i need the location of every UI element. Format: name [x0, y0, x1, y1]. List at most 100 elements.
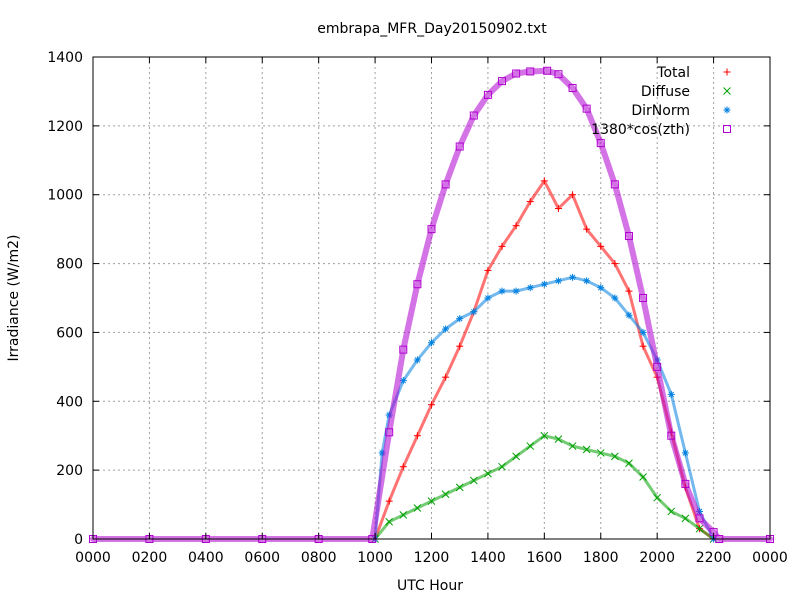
x-tick-label: 0200	[132, 550, 168, 566]
series-trace	[90, 67, 773, 542]
data-point	[455, 483, 464, 492]
legend-label: 1380*cos(zth)	[591, 122, 690, 138]
data-point	[554, 204, 562, 212]
data-point	[428, 339, 435, 347]
y-tick-label: 600	[56, 325, 83, 341]
data-point	[554, 277, 562, 285]
data-point	[470, 308, 478, 316]
data-point	[568, 442, 577, 450]
data-point	[526, 67, 535, 76]
data-point	[625, 311, 633, 319]
data-point	[625, 287, 633, 295]
data-point	[427, 497, 436, 505]
y-tick-label: 800	[56, 257, 83, 273]
data-point	[498, 287, 506, 295]
series-2	[371, 431, 718, 543]
data-point	[385, 517, 394, 526]
data-point	[484, 266, 492, 274]
data-point	[543, 66, 552, 75]
x-tick-label: 0000	[75, 550, 111, 566]
data-point	[442, 373, 450, 381]
data-point	[399, 463, 407, 471]
legend-label: DirNorm	[631, 103, 690, 119]
data-point	[554, 70, 563, 79]
data-point	[469, 111, 478, 120]
data-point	[639, 328, 647, 336]
data-point	[639, 294, 648, 302]
data-point	[413, 432, 421, 440]
data-point	[596, 449, 605, 457]
data-point	[484, 469, 492, 478]
data-point	[512, 222, 520, 230]
data-point	[568, 83, 577, 92]
data-point	[695, 524, 704, 533]
data-point	[610, 180, 619, 189]
data-point	[583, 277, 591, 285]
data-point	[611, 294, 619, 302]
data-point	[667, 507, 676, 516]
legend-marker	[723, 87, 731, 95]
data-point	[639, 342, 647, 350]
data-point	[540, 177, 548, 185]
data-point	[441, 180, 450, 189]
x-tick-label: 1800	[583, 550, 619, 566]
data-point	[639, 473, 647, 481]
data-point	[681, 479, 690, 488]
data-point	[611, 260, 619, 268]
data-point	[385, 497, 393, 505]
data-point	[526, 442, 535, 450]
data-point	[413, 504, 422, 512]
legend-marker	[723, 106, 731, 114]
x-tick-label: 0800	[301, 550, 337, 566]
data-point	[667, 431, 676, 440]
data-point	[399, 345, 408, 354]
x-tick-label: 0600	[244, 550, 280, 566]
data-point	[597, 284, 605, 292]
x-tick-label: 1600	[527, 550, 563, 566]
data-point	[596, 139, 605, 148]
data-point	[441, 490, 450, 499]
series-4	[89, 66, 774, 543]
data-point	[653, 362, 662, 371]
data-point	[512, 452, 520, 461]
data-point	[540, 280, 548, 288]
data-point	[569, 273, 577, 281]
x-tick-label: 0000	[752, 550, 788, 566]
data-point	[456, 342, 464, 350]
legend: Total Diffuse DirNorm 1380*cos(zth)	[591, 65, 731, 138]
data-point	[667, 390, 675, 398]
data-point	[498, 77, 507, 86]
data-point	[653, 493, 662, 502]
data-point	[611, 452, 619, 461]
data-point	[427, 225, 436, 234]
y-tick-label: 200	[56, 463, 83, 479]
legend-marker	[723, 68, 731, 76]
y-axis-label: Irradiance (W/m2)	[6, 235, 22, 362]
data-point	[455, 142, 464, 151]
data-point	[554, 435, 563, 444]
data-point	[597, 242, 605, 250]
x-tick-label: 2200	[696, 550, 732, 566]
data-point	[695, 514, 704, 523]
data-point	[582, 445, 591, 454]
data-point	[498, 242, 506, 250]
data-point	[399, 511, 408, 519]
data-point	[569, 191, 577, 199]
x-tick-label: 2000	[639, 550, 675, 566]
y-tick-label: 400	[56, 394, 83, 410]
data-point	[498, 462, 506, 471]
x-tick-label: 1400	[470, 550, 506, 566]
x-tick-label: 1200	[414, 550, 450, 566]
data-point	[483, 90, 492, 99]
x-tick-label: 1000	[357, 550, 393, 566]
data-point	[442, 325, 450, 333]
y-tick-label: 1400	[47, 50, 83, 66]
data-point	[526, 198, 534, 206]
data-point	[625, 459, 633, 468]
data-point	[456, 315, 464, 323]
y-tick-label: 0	[74, 532, 83, 548]
y-tick-label: 1000	[47, 188, 83, 204]
data-point	[428, 401, 435, 409]
